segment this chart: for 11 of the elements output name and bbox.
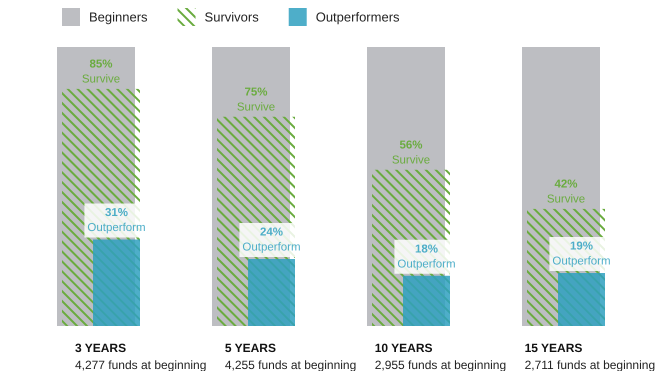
data-label: 18% Outperform: [397, 243, 456, 270]
data-label: 42% Survive: [546, 178, 586, 206]
data-label: 31% Outperform: [87, 207, 146, 234]
legend-label: Beginners: [89, 10, 148, 24]
data-label: 19% Outperform: [552, 240, 611, 268]
data-label: 85% Survive: [82, 58, 120, 86]
data-label: 75% Survive: [236, 86, 276, 114]
legend-label: Survivors: [204, 10, 260, 24]
legend-label: Outperformers: [316, 10, 400, 24]
data-label: 24% Outperform: [242, 226, 301, 254]
data-label: 56% Survive: [392, 139, 430, 166]
